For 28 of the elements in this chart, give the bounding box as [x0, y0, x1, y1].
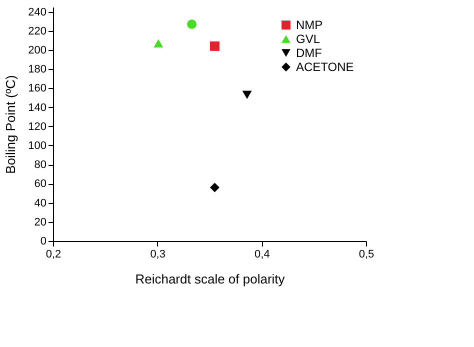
- legend-label: DMF: [296, 46, 322, 60]
- y-tick-label: 100: [28, 140, 46, 152]
- point: [210, 182, 220, 192]
- legend-label: ACETONE: [296, 60, 354, 74]
- x-tick-label: 0,3: [150, 248, 166, 260]
- y-tick-label: 140: [28, 102, 46, 114]
- y-tick-label: 180: [28, 64, 46, 76]
- y-tick-label: 120: [28, 120, 46, 133]
- y-tick-label: 20: [34, 216, 46, 228]
- y-tick-label: 0: [40, 236, 46, 248]
- y-tick-label: 200: [28, 44, 46, 56]
- y-axis-title: Boiling Point (ºC): [3, 75, 18, 174]
- y-tick-label: 60: [34, 178, 46, 190]
- point: [154, 39, 164, 48]
- point: [187, 19, 197, 29]
- x-tick-label: 0,4: [254, 248, 270, 260]
- legend-label: NMP: [296, 18, 323, 32]
- x-tick-label: 0,5: [358, 248, 374, 260]
- point: [210, 41, 220, 51]
- x-axis-title: Reichardt scale of polarity: [135, 272, 286, 286]
- y-tick-label: 240: [28, 6, 46, 18]
- y-tick-label: 40: [34, 197, 46, 210]
- y-tick-label: 220: [28, 25, 46, 38]
- y-tick-label: 80: [34, 159, 46, 172]
- legend-label: GVL: [296, 32, 320, 46]
- point: [242, 90, 252, 99]
- y-tick-label: 160: [28, 82, 46, 95]
- x-tick-label: 0,2: [46, 248, 62, 260]
